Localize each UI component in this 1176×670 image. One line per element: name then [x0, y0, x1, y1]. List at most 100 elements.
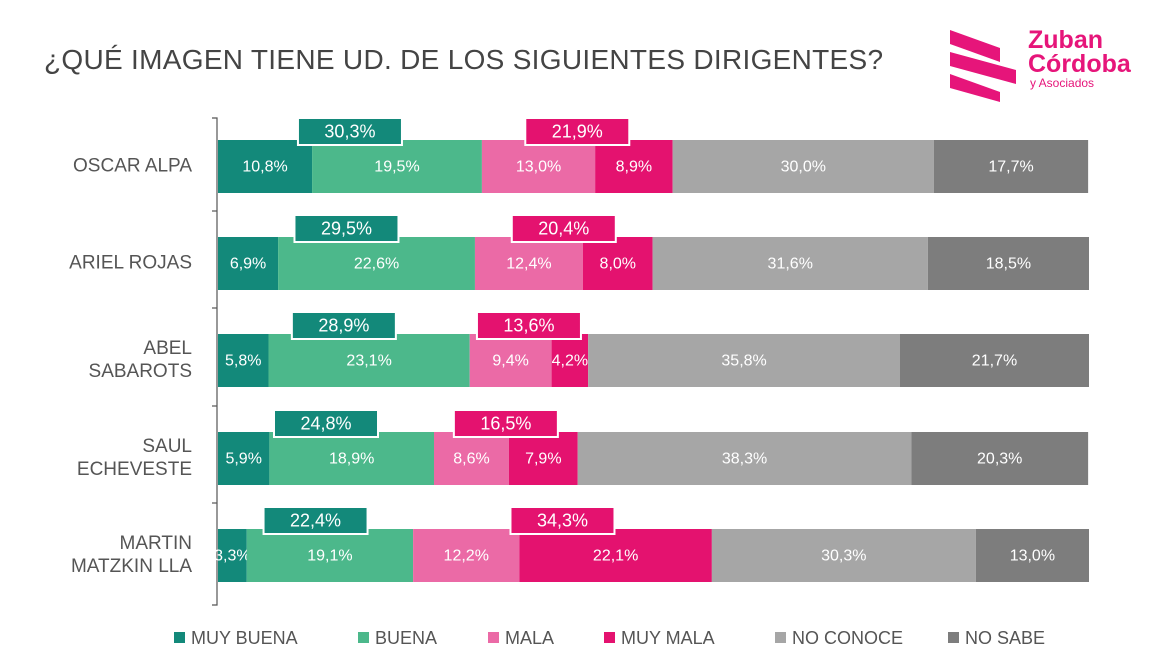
- bar-segment: [508, 432, 578, 485]
- page-title: ¿QUÉ IMAGEN TIENE UD. DE LOS SIGUIENTES …: [44, 44, 884, 75]
- category-label: ABEL: [143, 338, 192, 359]
- logo-line-3: y Asociados: [1030, 76, 1095, 90]
- data-label: 21,7%: [972, 353, 1017, 370]
- positive-total-box: [273, 409, 380, 438]
- bar-segment: [519, 529, 712, 582]
- data-label: 7,9%: [525, 451, 561, 468]
- negative-total-label: 21,9%: [552, 121, 603, 141]
- bar-segment: [218, 140, 313, 193]
- bar-segment: [434, 432, 509, 485]
- positive-total-box: [290, 311, 397, 340]
- legend-label: MUY BUENA: [191, 628, 298, 648]
- data-label: 13,0%: [516, 159, 561, 176]
- legend-label: NO SABE: [965, 628, 1046, 648]
- bar-segment: [652, 237, 928, 290]
- legend-item: MALA: [488, 628, 554, 649]
- bar-segment: [218, 237, 279, 290]
- negative-total-box: [510, 214, 617, 243]
- category-label: SAUL: [142, 436, 192, 457]
- chart-legend: MUY BUENA BUENA MALA MUY MALA NO CONOCE NO SA…: [174, 628, 1074, 652]
- data-label: 23,1%: [346, 353, 391, 370]
- logo-text: Zuban Córdoba y Asociados: [1028, 28, 1131, 91]
- category-label: OSCAR ALPA: [73, 156, 192, 177]
- data-label: 20,3%: [977, 451, 1022, 468]
- y-axis-line: [212, 117, 218, 606]
- data-label: 22,6%: [354, 256, 399, 273]
- positive-total-label: 22,4%: [290, 510, 341, 530]
- bar-segment: [278, 237, 475, 290]
- bar-segment: [927, 237, 1089, 290]
- negative-total-label: 20,4%: [538, 218, 589, 238]
- negative-total-box: [452, 409, 559, 438]
- legend-swatch: [604, 632, 615, 643]
- positive-total-label: 28,9%: [318, 315, 369, 335]
- bar-segment: [899, 334, 1089, 387]
- data-label: 5,9%: [225, 451, 261, 468]
- negative-total-box: [475, 311, 582, 340]
- legend-label: BUENA: [375, 628, 438, 648]
- data-label: 8,9%: [616, 159, 652, 176]
- legend-swatch: [488, 632, 499, 643]
- data-label: 17,7%: [988, 159, 1033, 176]
- data-label: 18,9%: [329, 451, 374, 468]
- bar-segment: [246, 529, 414, 582]
- negative-total-label: 34,3%: [537, 510, 588, 530]
- category-label: ECHEVESTE: [77, 459, 192, 480]
- negative-total-label: 16,5%: [480, 413, 531, 433]
- legend-item: MUY MALA: [604, 628, 715, 649]
- data-label: 19,1%: [307, 548, 352, 565]
- positive-total-box: [293, 214, 400, 243]
- bar-segment: [312, 140, 482, 193]
- bar-segment: [413, 529, 520, 582]
- category-label: MATZKIN LLA: [71, 556, 192, 577]
- bar-segment: [577, 432, 912, 485]
- positive-total-box: [296, 117, 403, 146]
- bar-segment: [269, 432, 435, 485]
- bar-segment: [481, 140, 596, 193]
- negative-total-label: 13,6%: [503, 315, 554, 335]
- negative-total-box: [524, 117, 631, 146]
- legend-swatch: [174, 632, 185, 643]
- legend-label: MUY MALA: [621, 628, 715, 648]
- data-label: 4,2%: [552, 353, 588, 370]
- positive-total-box: [262, 506, 369, 535]
- bar-segment: [218, 529, 247, 582]
- data-label: 30,3%: [821, 548, 866, 565]
- bar-segment: [218, 432, 270, 485]
- data-label: 12,2%: [444, 548, 489, 565]
- data-label: 13,0%: [1010, 548, 1055, 565]
- bar-segment: [911, 432, 1089, 485]
- legend-item: BUENA: [358, 628, 437, 649]
- bar-segment: [582, 237, 653, 290]
- bar-segment: [672, 140, 934, 193]
- legend-label: MALA: [505, 628, 555, 648]
- bar-segment: [268, 334, 470, 387]
- logo-stripes-icon: [950, 30, 1016, 102]
- bar-segment: [975, 529, 1089, 582]
- legend-item: NO CONOCE: [775, 628, 903, 649]
- positive-total-label: 30,3%: [324, 121, 375, 141]
- data-label: 22,1%: [593, 548, 638, 565]
- data-label: 30,0%: [781, 159, 826, 176]
- bar-segment: [551, 334, 589, 387]
- positive-total-label: 29,5%: [321, 218, 372, 238]
- bar-segment: [595, 140, 673, 193]
- legend-item: MUY BUENA: [174, 628, 298, 649]
- data-label: 5,8%: [225, 353, 261, 370]
- data-label: 6,9%: [230, 256, 266, 273]
- data-label: 19,5%: [374, 159, 419, 176]
- category-label: MARTIN: [120, 533, 192, 554]
- legend-swatch: [948, 632, 959, 643]
- legend-swatch: [358, 632, 369, 643]
- data-label: 35,8%: [721, 353, 766, 370]
- data-label: 3,3%: [214, 548, 250, 565]
- legend-item: NO SABE: [948, 628, 1045, 649]
- data-label: 8,6%: [453, 451, 489, 468]
- bar-segment: [474, 237, 583, 290]
- positive-total-label: 24,8%: [300, 413, 351, 433]
- brand-logo: Zuban Córdoba y Asociados: [944, 22, 1134, 102]
- bar-segment: [711, 529, 976, 582]
- data-label: 10,8%: [242, 159, 287, 176]
- negative-total-box: [509, 506, 616, 535]
